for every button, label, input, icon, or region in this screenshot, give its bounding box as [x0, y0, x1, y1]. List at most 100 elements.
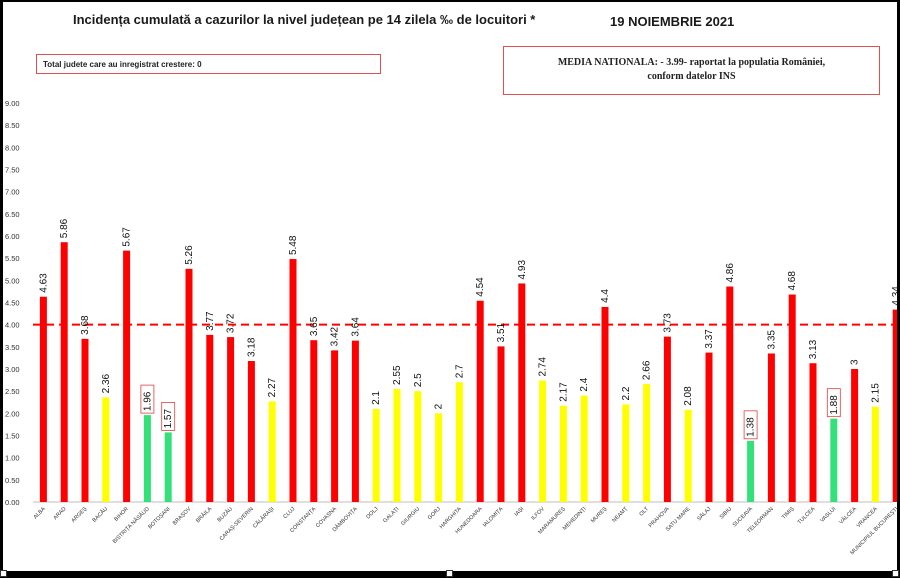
category-label: CLUJ	[282, 506, 296, 520]
selection-handle-bottom-right[interactable]	[892, 570, 899, 577]
category-label: IAȘI	[514, 506, 526, 518]
category-label: ILFOV	[531, 506, 547, 522]
value-label: 2.17	[558, 382, 569, 402]
bar	[414, 391, 422, 502]
national-average-line1: MEDIA NATIONALA: - 3.99- raportat la pop…	[557, 57, 826, 68]
increase-count-box: Total judete care au inregistrat crester…	[36, 54, 381, 74]
value-label: 2.74	[538, 357, 549, 377]
category-label: VASLUI	[819, 506, 837, 524]
y-tick-label: 3.50	[5, 343, 20, 352]
value-label-box	[140, 384, 155, 414]
value-label: 5.48	[288, 235, 299, 255]
bar	[81, 338, 89, 502]
value-label: 2.55	[392, 365, 403, 385]
y-tick-label: 4.50	[5, 299, 20, 308]
chart-title: Incidența cumulată a cazurilor la nivel …	[73, 12, 536, 27]
category-label: BRĂILA	[194, 505, 213, 524]
value-label: 2.4	[579, 377, 590, 391]
y-tick-label: 8.50	[5, 121, 20, 130]
category-label: ALBA	[33, 506, 47, 520]
category-label: ARAD	[53, 506, 68, 521]
y-tick-label: 7.00	[5, 188, 20, 197]
value-label: 4.68	[787, 271, 798, 291]
value-label: 3.72	[226, 313, 237, 333]
y-tick-label: 9.00	[5, 99, 20, 108]
y-tick-label: 6.00	[5, 232, 20, 241]
bar	[497, 346, 505, 502]
bar	[102, 397, 110, 502]
bar	[726, 286, 734, 502]
value-label: 3.37	[704, 329, 715, 349]
category-label: IALOMIȚA	[482, 506, 505, 529]
value-label: 3.68	[80, 315, 91, 335]
value-label: 4.93	[517, 260, 528, 280]
selection-handle-bottom-left[interactable]	[0, 570, 7, 577]
bar	[310, 340, 318, 502]
category-label: DOLJ	[365, 506, 379, 520]
value-label: 3.65	[309, 316, 320, 336]
bar	[164, 432, 172, 502]
y-tick-label: 5.50	[5, 254, 20, 263]
y-tick-label: 7.50	[5, 166, 20, 175]
national-average-line2: conform datelor INS	[647, 71, 736, 82]
bars	[39, 242, 897, 502]
value-label: 2	[434, 403, 445, 409]
bar	[830, 418, 838, 502]
category-label: GORJ	[427, 506, 442, 521]
category-label: SĂLAJ	[696, 505, 713, 522]
value-label: 4.86	[725, 263, 736, 283]
y-tick-label: 3.00	[5, 365, 20, 374]
value-label: 3.73	[662, 313, 673, 333]
bar	[518, 283, 526, 502]
value-label-box	[826, 388, 841, 418]
bar	[227, 337, 235, 502]
value-label: 3	[850, 359, 861, 365]
value-label: 5.67	[122, 227, 133, 247]
bar	[580, 395, 588, 502]
bar	[289, 259, 297, 502]
bar	[622, 404, 630, 502]
category-label: BACĂU	[91, 505, 109, 523]
category-label: ARGEȘ	[71, 506, 89, 524]
category-label: BISTRIȚA NĂSĂUD	[111, 505, 151, 545]
date-label: 19 NOIEMBRIE 2021	[610, 14, 735, 29]
value-label: 3.77	[205, 311, 216, 331]
category-label: BUZĂU	[216, 505, 234, 523]
bar	[60, 242, 68, 502]
bar	[393, 388, 401, 502]
value-label: 4.4	[600, 289, 611, 303]
bar	[331, 350, 339, 502]
bar	[539, 380, 547, 502]
bar	[372, 408, 380, 502]
value-label: 2.36	[101, 373, 112, 393]
category-label: BOTOȘANI	[147, 506, 172, 531]
y-tick-label: 1.50	[5, 432, 20, 441]
bar	[851, 369, 859, 502]
bar	[351, 340, 359, 502]
category-label: BRAȘOV	[172, 506, 193, 527]
y-tick-label: 2.00	[5, 409, 20, 418]
selection-handle-bottom-center[interactable]	[446, 570, 453, 577]
value-label: 1.38	[746, 417, 757, 437]
bar	[705, 352, 713, 502]
value-label: 1.57	[163, 408, 174, 428]
value-label: 2.27	[267, 377, 278, 397]
bar	[39, 296, 47, 502]
category-label: OLT	[638, 506, 650, 518]
bar	[892, 309, 897, 502]
bar	[643, 384, 651, 502]
bar	[809, 363, 817, 502]
value-label: 2.1	[371, 391, 382, 405]
value-label: 2.08	[683, 386, 694, 406]
bar	[123, 250, 131, 502]
bar	[143, 415, 151, 502]
bar	[767, 353, 775, 502]
bar	[185, 268, 193, 502]
category-label: SIBIU	[719, 506, 733, 520]
value-label: 3.13	[808, 339, 819, 359]
value-label-box	[161, 401, 176, 431]
value-label: 3.42	[330, 326, 341, 346]
value-label-box	[743, 410, 758, 440]
bar	[435, 413, 443, 502]
